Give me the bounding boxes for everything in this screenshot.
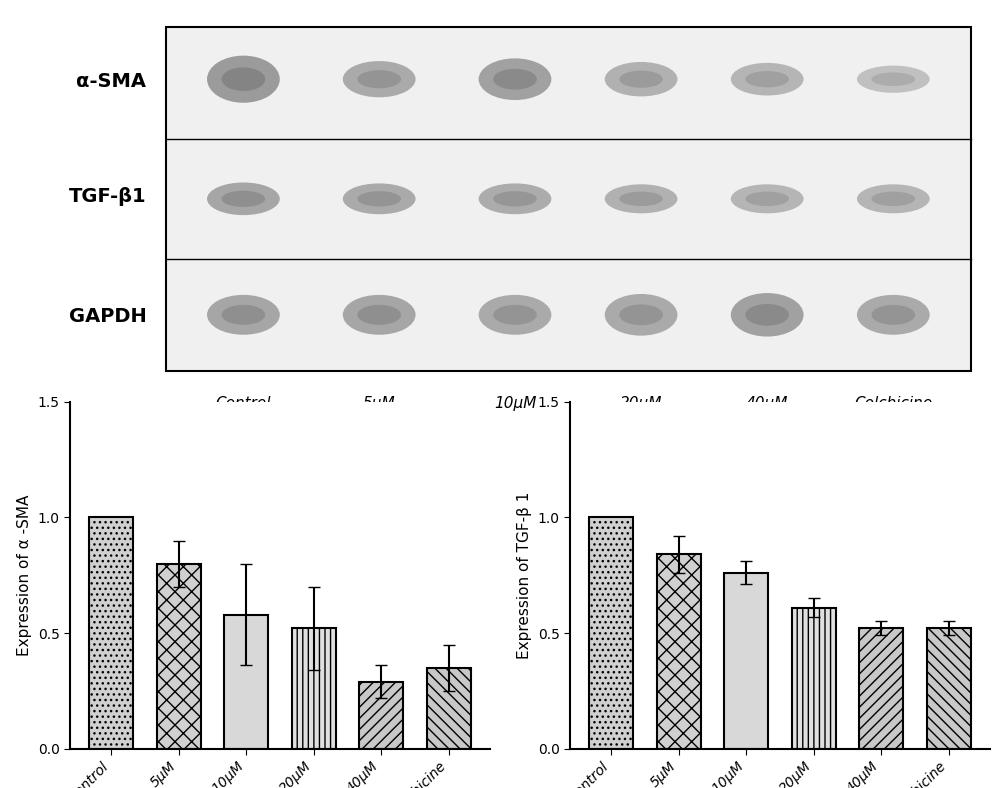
Ellipse shape <box>871 305 915 325</box>
FancyBboxPatch shape <box>166 27 971 371</box>
Ellipse shape <box>207 56 280 102</box>
Text: 40μM: 40μM <box>746 396 788 411</box>
Ellipse shape <box>857 295 930 335</box>
Bar <box>359 682 403 749</box>
Ellipse shape <box>479 184 551 214</box>
Bar <box>657 555 701 749</box>
Ellipse shape <box>207 183 280 215</box>
Ellipse shape <box>493 191 537 206</box>
Ellipse shape <box>357 70 401 88</box>
Ellipse shape <box>857 65 930 93</box>
Ellipse shape <box>731 63 804 95</box>
Bar <box>589 518 633 749</box>
Text: Control: Control <box>216 396 271 411</box>
Ellipse shape <box>745 71 789 87</box>
Ellipse shape <box>493 305 537 325</box>
Bar <box>427 667 471 749</box>
Ellipse shape <box>871 72 915 86</box>
Bar <box>157 563 201 749</box>
Ellipse shape <box>222 191 265 207</box>
Ellipse shape <box>731 293 804 336</box>
Y-axis label: Expression of TGF-β 1: Expression of TGF-β 1 <box>517 492 532 659</box>
Bar <box>724 573 768 749</box>
Text: GAPDH: GAPDH <box>69 307 146 326</box>
Bar <box>927 628 971 749</box>
Bar <box>224 615 268 749</box>
Ellipse shape <box>479 58 551 100</box>
Ellipse shape <box>745 191 789 206</box>
Text: α-SMA: α-SMA <box>76 72 146 91</box>
Text: Colchicine: Colchicine <box>854 396 932 411</box>
Ellipse shape <box>857 184 930 214</box>
Ellipse shape <box>731 184 804 214</box>
Ellipse shape <box>619 304 663 325</box>
Ellipse shape <box>605 62 677 96</box>
Ellipse shape <box>207 295 280 335</box>
Ellipse shape <box>619 191 663 206</box>
Text: 20μM: 20μM <box>620 396 662 411</box>
Bar <box>89 518 133 749</box>
Ellipse shape <box>343 184 416 214</box>
Y-axis label: Expression of α -SMA: Expression of α -SMA <box>17 495 32 656</box>
Ellipse shape <box>222 68 265 91</box>
Ellipse shape <box>605 184 677 214</box>
Ellipse shape <box>493 69 537 90</box>
Ellipse shape <box>745 304 789 325</box>
Ellipse shape <box>479 295 551 335</box>
Bar <box>792 608 836 749</box>
Ellipse shape <box>343 295 416 335</box>
Ellipse shape <box>605 294 677 336</box>
Ellipse shape <box>343 61 416 98</box>
Bar <box>859 628 903 749</box>
Ellipse shape <box>619 71 663 87</box>
Ellipse shape <box>357 305 401 325</box>
Text: TGF-β1: TGF-β1 <box>69 188 146 206</box>
Text: 10μM: 10μM <box>494 396 536 411</box>
Text: 5μM: 5μM <box>363 396 396 411</box>
Bar <box>292 628 336 749</box>
Ellipse shape <box>357 191 401 206</box>
Ellipse shape <box>871 191 915 206</box>
Ellipse shape <box>222 305 265 325</box>
